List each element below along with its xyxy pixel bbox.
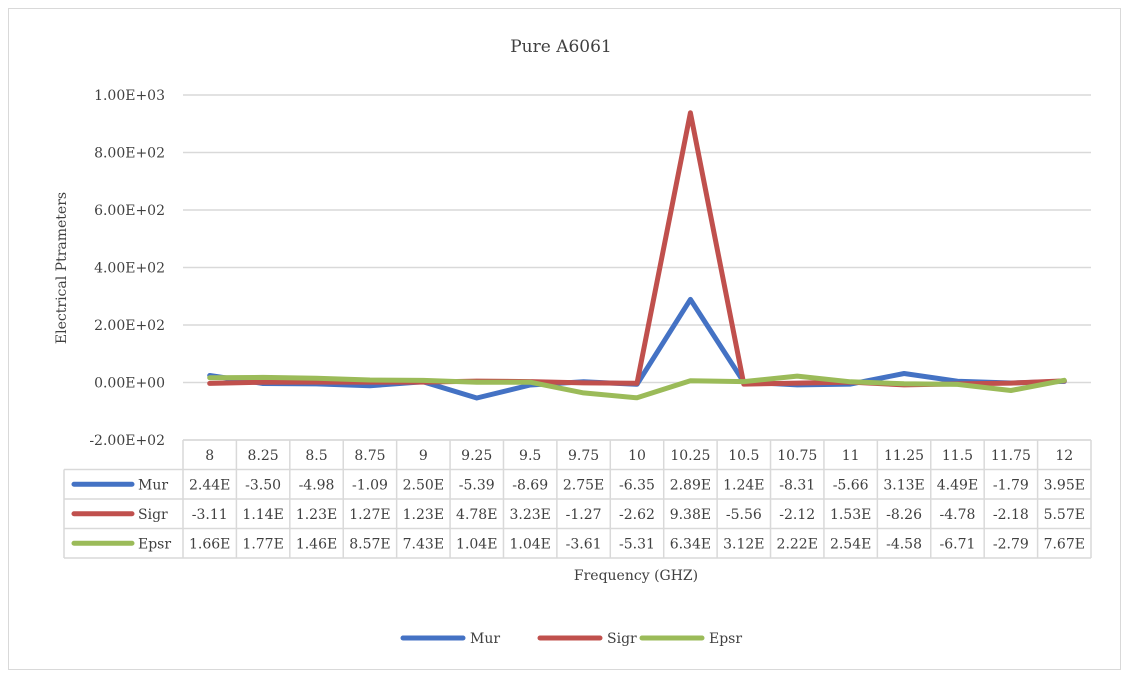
table-cell: -8.31: [779, 477, 815, 493]
y-tick-labels: -2.00E+02 0.00E+00 2.00E+02 4.00E+02 6.00E+0…: [89, 88, 165, 449]
table-cell: 7.67E: [1044, 536, 1085, 552]
series-line-epsr: [207, 373, 1067, 401]
table-cell: -5.56: [726, 507, 762, 523]
x-tick-label: 11.5: [942, 448, 973, 464]
table-cell: 1.46E: [296, 536, 337, 552]
table-cell: -5.39: [459, 477, 495, 493]
table-cell: -5.31: [619, 536, 655, 552]
x-tick-label: 10: [628, 448, 646, 464]
x-tick-label: 9.5: [519, 448, 541, 464]
x-tick-label: 10.75: [777, 448, 817, 464]
y-tick-label: 2.00E+02: [94, 318, 165, 334]
table-cell: -4.98: [299, 477, 335, 493]
x-tick-label: 8.75: [354, 448, 385, 464]
x-tick-label: 9: [419, 448, 428, 464]
table-cell: -3.50: [245, 477, 281, 493]
table-cell: -6.35: [619, 477, 655, 493]
legend-entry: Mur: [470, 631, 500, 647]
table-cell: 1.27E: [349, 507, 390, 523]
x-tick-label: 12: [1055, 448, 1073, 464]
table-cell: -1.27: [566, 507, 602, 523]
table-cell: 2.54E: [830, 536, 871, 552]
table-series-name: Mur: [138, 477, 168, 493]
table-cell: -2.18: [993, 507, 1029, 523]
data-table: 8 8.25 8.5 8.75 9 9.25 9.5 9.75 10 10.25 10.5 10.75…: [63, 439, 1092, 559]
y-tick-label: 6.00E+02: [94, 203, 165, 219]
y-tick-label: 0.00E+00: [94, 376, 165, 392]
table-cell: -4.78: [940, 507, 976, 523]
table-cell: -8.69: [512, 477, 548, 493]
table-cell: 1.66E: [189, 536, 230, 552]
x-tick-label: 11.75: [991, 448, 1031, 464]
legend-entry: Epsr: [709, 631, 742, 647]
table-cell: 2.22E: [777, 536, 818, 552]
series-line-sigr: [207, 110, 1067, 388]
x-tick-label: 8.5: [305, 448, 327, 464]
table-cell: -4.58: [886, 536, 922, 552]
table-cell: -1.09: [352, 477, 388, 493]
table-cell: 1.14E: [242, 507, 283, 523]
table-cell: 1.53E: [830, 507, 871, 523]
table-cell: -1.79: [993, 477, 1029, 493]
table-cell: 3.12E: [723, 536, 764, 552]
table-cell: -8.26: [886, 507, 922, 523]
series-lines: [207, 110, 1067, 401]
table-cell: 1.23E: [403, 507, 444, 523]
table-cell: 1.04E: [456, 536, 497, 552]
table-cell: 2.89E: [670, 477, 711, 493]
table-cell: 1.23E: [296, 507, 337, 523]
x-tick-label: 10.25: [670, 448, 710, 464]
x-tick-label: 10.5: [728, 448, 759, 464]
y-tick-label: 8.00E+02: [94, 146, 165, 162]
chart-title: Pure A6061: [510, 37, 612, 57]
table-cell: 9.38E: [670, 507, 711, 523]
table-cell: -3.11: [192, 507, 228, 523]
y-tick-label: -2.00E+02: [89, 433, 165, 449]
table-cell: 3.23E: [509, 507, 550, 523]
table-cell: 3.95E: [1044, 477, 1085, 493]
gridlines: [183, 94, 1091, 441]
x-tick-label: 8.25: [248, 448, 279, 464]
table-cell: -2.79: [993, 536, 1029, 552]
x-tick-label: 11: [842, 448, 860, 464]
y-tick-label: 1.00E+03: [94, 88, 165, 104]
x-tick-label: 9.25: [461, 448, 492, 464]
x-axis-label: Frequency (GHZ): [574, 568, 698, 584]
table-cell: 2.44E: [189, 477, 230, 493]
table-cell: -6.71: [940, 536, 976, 552]
legend-entry: Sigr: [607, 631, 637, 647]
table-cell: -3.61: [566, 536, 602, 552]
table-series-name: Sigr: [138, 507, 168, 523]
x-tick-label: 9.75: [568, 448, 599, 464]
table-cell: 2.50E: [403, 477, 444, 493]
table-cell: 1.04E: [509, 536, 550, 552]
table-cell: 4.49E: [937, 477, 978, 493]
table-cell: 2.75E: [563, 477, 604, 493]
table-cell: 3.13E: [883, 477, 924, 493]
x-tick-label: 11.25: [884, 448, 924, 464]
x-tick-label: 8: [205, 448, 214, 464]
table-cell: 8.57E: [349, 536, 390, 552]
table-cell: -2.62: [619, 507, 655, 523]
legend: Mur Sigr Epsr: [400, 631, 742, 647]
table-cell: -2.12: [779, 507, 815, 523]
y-axis-label: Electrical Ptrameters: [54, 192, 70, 344]
table-cell: 1.77E: [242, 536, 283, 552]
table-series-name: Epsr: [138, 536, 171, 552]
table-cell: 1.24E: [723, 477, 764, 493]
table-cell: 4.78E: [456, 507, 497, 523]
chart-frame: [8, 8, 1121, 670]
table-cell: 6.34E: [670, 536, 711, 552]
table-cell: -5.66: [833, 477, 869, 493]
table-cell: 5.57E: [1044, 507, 1085, 523]
table-cell: 7.43E: [403, 536, 444, 552]
y-tick-label: 4.00E+02: [94, 261, 165, 277]
